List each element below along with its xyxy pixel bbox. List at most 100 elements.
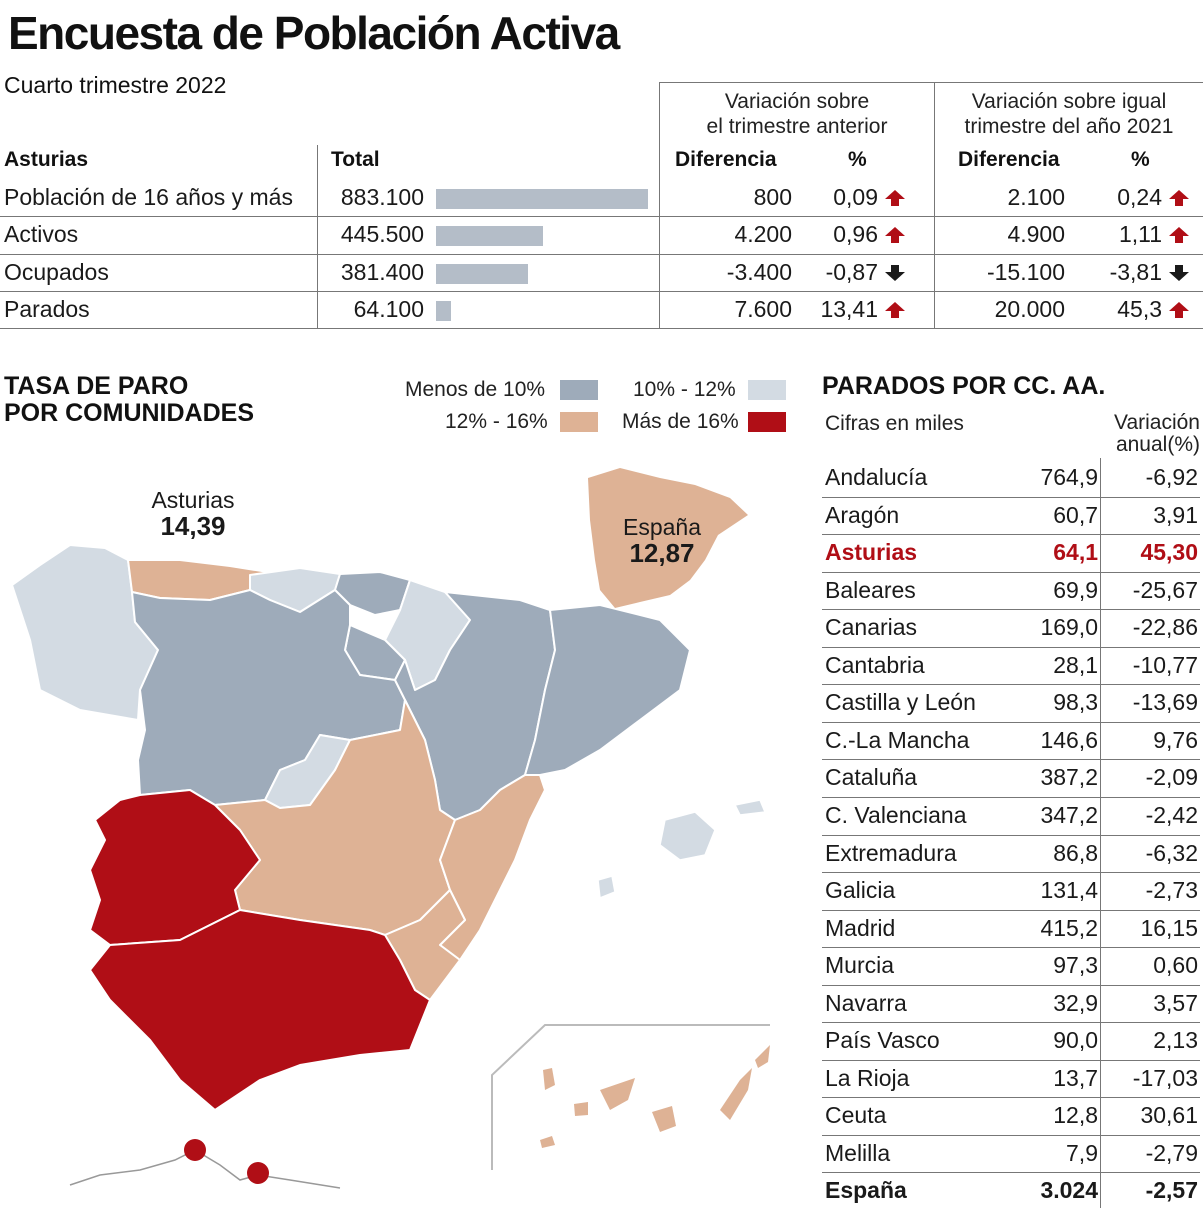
cc-aa-subtitle: Cifras en miles: [825, 412, 964, 435]
arrow-up-icon: [1168, 226, 1190, 244]
cc-aa-row: Aragón 60,7 3,91: [822, 497, 1200, 535]
pct-header-2: %: [1131, 148, 1150, 171]
cc-aa-name: Ceuta: [825, 1102, 887, 1129]
cc-aa-value: 69,9: [1053, 576, 1098, 603]
row-divider: [822, 572, 1200, 573]
row-pct-year: 1,11: [1118, 221, 1162, 248]
cc-aa-variation: -2,79: [1145, 1139, 1198, 1166]
cc-aa-title: PARADOS POR CC. AA.: [822, 372, 1106, 400]
cc-aa-name: Navarra: [825, 989, 907, 1016]
cc-aa-row: C.-La Mancha 146,6 9,76: [822, 722, 1200, 760]
row-label: Población de 16 años y más: [4, 184, 293, 210]
north-africa-coast: [69, 1149, 341, 1189]
cc-aa-row: Madrid 415,2 16,15: [822, 910, 1200, 948]
arrow-up-icon: [1168, 301, 1190, 319]
canarias-inset-frame: [491, 1024, 770, 1170]
island-la-gomera: [574, 1102, 588, 1116]
cc-aa-variation: -2,42: [1145, 801, 1198, 828]
spain-inset: [588, 468, 748, 608]
cc-aa-variation: -2,57: [1145, 1177, 1198, 1204]
column-divider: [1100, 458, 1101, 1208]
cc-aa-value: 764,9: [1040, 464, 1098, 490]
row-divider: [822, 534, 1200, 535]
row-divider: [822, 684, 1200, 685]
island-fuerteventura: [720, 1068, 752, 1120]
legend-swatch: [560, 412, 598, 432]
cc-aa-row: Andalucía 764,9 -6,92: [822, 459, 1200, 497]
legend-label: 10% - 12%: [633, 378, 736, 401]
total-bar: [436, 300, 451, 321]
cc-aa-value: 60,7: [1053, 501, 1098, 528]
island-tenerife: [600, 1078, 635, 1110]
total-header: Total: [331, 148, 380, 171]
arrow-up-icon: [884, 301, 906, 319]
page-title: Encuesta de Población Activa: [8, 7, 620, 59]
row-label: Ocupados: [4, 258, 109, 285]
region-andalucia: [89, 909, 431, 1111]
asturias-map-label: Asturias: [151, 487, 235, 513]
island-el-hierro: [540, 1136, 555, 1148]
row-diff-quarter: -3.400: [726, 258, 792, 285]
cc-aa-row: Cataluña 387,2 -2,09: [822, 759, 1200, 797]
legend-swatch: [748, 380, 786, 400]
row-pct-quarter: 0,96: [833, 221, 878, 248]
group-header-prev-year: Variación sobre igual trimestre del año …: [964, 90, 1174, 138]
cc-aa-value: 28,1: [1053, 651, 1098, 678]
row-pct-year: 0,24: [1117, 184, 1162, 210]
cc-aa-variation: -17,03: [1132, 1064, 1198, 1091]
island-ibiza: [597, 875, 616, 900]
diff-header-2: Diferencia: [958, 148, 1060, 171]
cc-aa-variation: 2,13: [1153, 1027, 1198, 1054]
island-la-palma: [543, 1068, 555, 1090]
map-title-line1: TASA DE PARO: [4, 372, 189, 400]
cc-aa-value: 169,0: [1040, 614, 1098, 641]
cc-aa-value: 32,9: [1053, 989, 1098, 1016]
table-row: Ocupados 381.400 -3.400 -0,87 -15.100 -3,81: [0, 254, 1203, 291]
cc-aa-row: País Vasco 90,0 2,13: [822, 1022, 1200, 1060]
cc-aa-name: Galicia: [825, 877, 896, 904]
cc-aa-name: C.-La Mancha: [825, 726, 970, 753]
group-header-prev-quarter: Variación sobre el trimestre anterior: [706, 90, 888, 138]
cc-aa-name: Madrid: [825, 914, 896, 941]
cc-aa-variation: -6,32: [1145, 839, 1198, 866]
table-bottom-rule: [0, 328, 1203, 329]
cc-aa-row: Murcia 97,3 0,60: [822, 947, 1200, 985]
cc-aa-value: 97,3: [1053, 952, 1098, 979]
variation-header: Variación anual(%): [1114, 411, 1200, 456]
total-bar: [436, 226, 543, 247]
cc-aa-name: La Rioja: [825, 1064, 910, 1091]
asturias-map-value: 14,39: [160, 511, 226, 541]
row-divider: [822, 647, 1200, 648]
row-divider: [822, 797, 1200, 798]
row-divider: [822, 1097, 1200, 1098]
total-bar: [436, 263, 528, 284]
cc-aa-name: Cataluña: [825, 764, 918, 791]
cc-aa-value: 415,2: [1040, 914, 1098, 941]
cc-aa-value: 12,8: [1053, 1102, 1098, 1129]
row-divider: [822, 947, 1200, 948]
cc-aa-name: Baleares: [825, 576, 916, 603]
island-gran-canaria: [652, 1106, 676, 1132]
cc-aa-variation: -6,92: [1145, 464, 1198, 490]
cc-aa-name: Andalucía: [825, 464, 928, 490]
cc-aa-variation: 0,60: [1153, 952, 1198, 979]
cc-aa-variation: 16,15: [1140, 914, 1198, 941]
row-pct-quarter: 13,41: [820, 295, 878, 322]
map-title: TASA DE PARO POR COMUNIDADES: [4, 373, 254, 427]
cc-aa-variation: -22,86: [1132, 614, 1198, 641]
row-label: Parados: [4, 295, 90, 322]
cc-aa-row: C. Valenciana 347,2 -2,42: [822, 797, 1200, 835]
cc-aa-value: 347,2: [1040, 801, 1098, 828]
region-c-valenciana: [439, 774, 546, 961]
table-row: Activos 445.500 4.200 0,96 4.900 1,11: [0, 216, 1203, 253]
row-diff-year: 2.100: [1007, 184, 1065, 210]
row-divider: [0, 216, 1203, 217]
cc-aa-name: Castilla y León: [825, 689, 976, 716]
cc-aa-value: 13,7: [1053, 1064, 1098, 1091]
column-divider: [317, 145, 318, 328]
cc-aa-name: Extremadura: [825, 839, 957, 866]
row-divider: [822, 722, 1200, 723]
row-divider: [822, 835, 1200, 836]
cc-aa-variation: 3,57: [1153, 989, 1198, 1016]
cc-aa-row: Asturias 64,1 45,30: [822, 534, 1200, 572]
